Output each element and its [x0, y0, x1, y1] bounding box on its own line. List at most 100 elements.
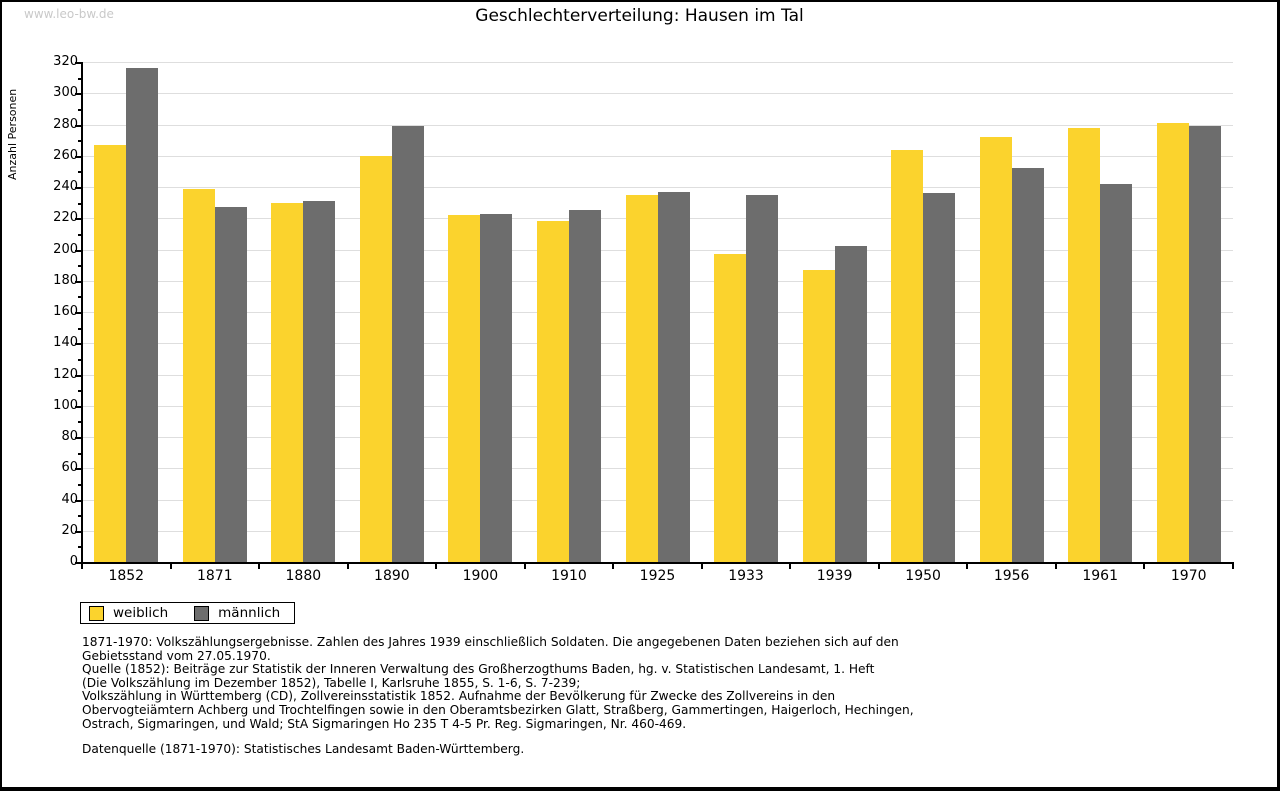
bar-männlich-1910: [568, 210, 601, 562]
y-tick-label-0: 0: [69, 554, 78, 569]
y-tick-label-140: 140: [53, 335, 78, 351]
datasource-line: Datenquelle (1871-1970): Statistisches L…: [82, 742, 525, 757]
x-tick-9: [877, 564, 880, 569]
source-notes: 1871-1970: Volkszählungsergebnisse. Zahl…: [82, 635, 1232, 757]
y-tick-label-280: 280: [53, 116, 78, 132]
bar-weiblich-1933: [714, 254, 747, 562]
y-tick-170: [78, 296, 82, 299]
bar-weiblich-1956: [979, 137, 1012, 562]
x-tick-label-1961: 1961: [1082, 568, 1118, 584]
bar-männlich-1852: [126, 68, 159, 562]
bar-chart: 0 20 40 60 80 100 120 140 160 180 200 220 240 260 280 3…: [2, 2, 1277, 602]
y-tick-50: [78, 483, 82, 486]
y-tick-label-120: 120: [53, 366, 78, 382]
x-tick-0: [81, 564, 83, 569]
bar-männlich-1939: [834, 246, 867, 562]
x-tick-4: [435, 564, 438, 569]
legend-item-weiblich: weiblich: [89, 605, 168, 621]
y-tick-20: [75, 530, 82, 533]
y-tick-label-40: 40: [61, 491, 78, 507]
bar-weiblich-1939: [802, 269, 835, 562]
x-tick-label-1890: 1890: [374, 568, 410, 584]
bar-männlich-1890: [391, 126, 424, 562]
y-tick-label-60: 60: [61, 460, 78, 476]
y-tick-80: [75, 437, 82, 439]
bar-männlich-1933: [746, 194, 779, 562]
y-tick-100: [75, 405, 82, 408]
maennlich-color-swatch: [194, 605, 210, 621]
y-tick-260: [75, 155, 82, 158]
bar-männlich-1925: [657, 191, 690, 562]
y-tick-label-300: 300: [53, 85, 78, 101]
gridline-300: [82, 93, 1233, 95]
y-tick-230: [78, 202, 82, 205]
y-tick-label-80: 80: [61, 429, 78, 444]
x-tick-label-1871: 1871: [196, 568, 233, 584]
bar-weiblich-1910: [536, 221, 569, 562]
x-tick-8: [789, 564, 792, 569]
x-tick-13: [1232, 564, 1234, 569]
weiblich-color-swatch: [89, 605, 104, 621]
y-tick-90: [78, 421, 82, 424]
y-tick-60: [75, 468, 82, 471]
bar-männlich-1961: [1100, 183, 1133, 562]
y-tick-280: [75, 124, 82, 127]
x-tick-label-1956: 1956: [993, 568, 1030, 584]
x-tick-label-1900: 1900: [462, 568, 499, 584]
x-tick-5: [523, 564, 526, 569]
bar-männlich-1900: [480, 213, 513, 562]
note-line: Obervogteiämtern Achberg und Trochtelfin…: [82, 702, 914, 717]
y-tick-240: [75, 187, 82, 189]
y-tick-10: [78, 546, 82, 549]
y-tick-label-100: 100: [53, 397, 78, 413]
y-axis-line: [81, 62, 83, 564]
legend-label-maennlich: männlich: [218, 605, 281, 621]
x-tick-label-1925: 1925: [639, 568, 676, 584]
y-tick-140: [75, 343, 82, 346]
x-tick-label-1950: 1950: [905, 568, 941, 584]
bar-männlich-1880: [303, 201, 336, 562]
bar-weiblich-1900: [448, 215, 481, 562]
bar-männlich-1950: [923, 193, 956, 562]
y-tick-label-180: 180: [53, 272, 78, 288]
note-line: Ostrach, Sigmaringen, und Wald; StA Sigm…: [82, 716, 687, 731]
bar-männlich-1871: [214, 207, 247, 562]
bar-weiblich-1890: [359, 155, 392, 562]
gridline-240: [82, 187, 1233, 188]
y-tick-120: [75, 374, 82, 377]
bar-weiblich-1970: [1156, 122, 1189, 562]
y-tick-label-220: 220: [53, 210, 78, 226]
bar-weiblich-1961: [1068, 127, 1101, 562]
y-tick-160: [75, 312, 82, 314]
x-tick-label-1933: 1933: [728, 568, 764, 584]
y-tick-150: [78, 327, 82, 330]
x-tick-label-1880: 1880: [285, 568, 322, 584]
x-axis-line: [81, 562, 1234, 564]
x-tick-label-1970: 1970: [1170, 568, 1207, 584]
bar-männlich-1956: [1011, 168, 1044, 562]
legend-item-maennlich: männlich: [194, 605, 280, 621]
y-tick-320: [75, 62, 82, 64]
y-tick-220: [75, 218, 82, 221]
bar-männlich-1970: [1188, 126, 1221, 562]
y-tick-270: [78, 140, 82, 143]
x-tick-label-1852: 1852: [108, 568, 145, 584]
x-tick-label-1910: 1910: [551, 568, 587, 584]
y-tick-label-240: 240: [53, 179, 78, 194]
y-tick-180: [75, 280, 82, 283]
bar-weiblich-1852: [94, 144, 127, 562]
y-tick-200: [75, 249, 82, 252]
legend-label-weiblich: weiblich: [113, 605, 169, 621]
bar-weiblich-1950: [891, 149, 924, 562]
x-tick-7: [700, 564, 703, 569]
bar-weiblich-1880: [271, 202, 304, 562]
watermark-link[interactable]: www.leo-bw.de: [24, 7, 114, 21]
y-tick-300: [75, 93, 82, 96]
y-tick-70: [78, 452, 82, 455]
x-tick-3: [346, 564, 349, 569]
chart-title: Geschlechterverteilung: Hausen im Tal: [475, 6, 804, 26]
y-tick-190: [78, 265, 82, 268]
y-tick-label-200: 200: [53, 241, 78, 257]
y-tick-310: [78, 77, 82, 80]
